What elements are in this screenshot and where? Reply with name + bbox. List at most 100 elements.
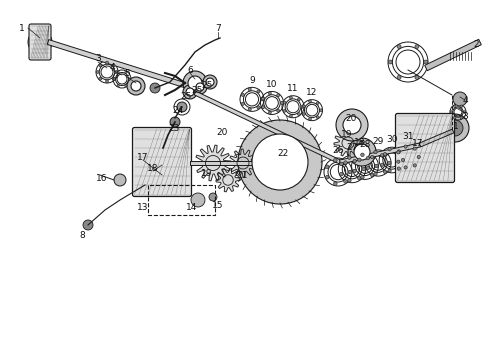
Circle shape <box>309 100 311 103</box>
Circle shape <box>112 64 115 67</box>
Text: 28: 28 <box>359 140 371 149</box>
Circle shape <box>347 156 351 159</box>
Circle shape <box>269 92 271 95</box>
Text: 5: 5 <box>124 68 130 77</box>
Text: 3: 3 <box>95 54 101 63</box>
Circle shape <box>404 145 407 148</box>
Circle shape <box>343 116 361 134</box>
Circle shape <box>125 71 127 73</box>
Polygon shape <box>340 143 420 164</box>
Text: 9: 9 <box>249 76 255 85</box>
Circle shape <box>450 111 453 113</box>
Circle shape <box>190 78 200 88</box>
Circle shape <box>348 170 352 174</box>
Circle shape <box>397 167 400 170</box>
Circle shape <box>370 155 374 159</box>
Text: 30: 30 <box>386 135 398 144</box>
Circle shape <box>397 160 400 163</box>
Circle shape <box>370 173 374 177</box>
Circle shape <box>447 120 463 136</box>
Circle shape <box>262 106 265 109</box>
Circle shape <box>336 109 368 141</box>
Circle shape <box>283 109 286 112</box>
Circle shape <box>453 105 456 108</box>
Text: 25: 25 <box>180 91 192 100</box>
Text: 15: 15 <box>212 201 224 210</box>
Text: 4: 4 <box>109 63 115 72</box>
Text: 24: 24 <box>172 105 184 114</box>
Text: 31: 31 <box>402 132 414 141</box>
Circle shape <box>262 97 265 100</box>
Circle shape <box>113 78 115 80</box>
Circle shape <box>290 96 293 99</box>
Circle shape <box>388 161 391 165</box>
Circle shape <box>170 117 180 127</box>
Circle shape <box>297 98 300 101</box>
Circle shape <box>415 45 419 49</box>
Circle shape <box>183 71 207 95</box>
Text: 7: 7 <box>215 23 221 32</box>
Circle shape <box>397 45 401 49</box>
Text: 19: 19 <box>201 168 213 177</box>
Text: 1: 1 <box>453 122 459 131</box>
Circle shape <box>203 75 217 89</box>
Polygon shape <box>229 149 257 177</box>
Text: 6: 6 <box>187 66 193 75</box>
Polygon shape <box>425 39 481 71</box>
Circle shape <box>415 75 419 80</box>
Polygon shape <box>216 168 240 192</box>
Circle shape <box>105 80 108 83</box>
Text: 25: 25 <box>201 81 213 90</box>
Circle shape <box>186 88 194 96</box>
Polygon shape <box>190 161 275 165</box>
Circle shape <box>334 182 337 185</box>
Circle shape <box>209 193 217 201</box>
Text: 12: 12 <box>306 88 318 97</box>
Circle shape <box>366 166 369 170</box>
Circle shape <box>241 102 245 105</box>
Circle shape <box>366 157 369 160</box>
Circle shape <box>340 172 343 176</box>
Text: 18: 18 <box>147 163 159 172</box>
FancyBboxPatch shape <box>29 24 51 60</box>
Circle shape <box>28 30 52 54</box>
Circle shape <box>417 156 420 159</box>
Circle shape <box>114 174 126 186</box>
Circle shape <box>325 165 329 168</box>
Circle shape <box>380 154 384 157</box>
Circle shape <box>309 118 311 120</box>
Circle shape <box>316 116 319 118</box>
Circle shape <box>248 88 251 91</box>
Circle shape <box>375 164 378 168</box>
Circle shape <box>361 153 364 157</box>
Circle shape <box>404 166 407 169</box>
Circle shape <box>248 108 251 111</box>
Circle shape <box>280 102 283 104</box>
Circle shape <box>374 150 377 154</box>
Circle shape <box>206 78 214 86</box>
Polygon shape <box>419 129 454 147</box>
Circle shape <box>388 148 391 151</box>
Text: 14: 14 <box>186 202 197 212</box>
Circle shape <box>374 172 377 176</box>
Text: 23: 23 <box>168 123 180 132</box>
Circle shape <box>388 60 392 64</box>
Circle shape <box>297 113 300 116</box>
Circle shape <box>191 193 205 207</box>
Circle shape <box>453 92 467 106</box>
Polygon shape <box>195 145 231 181</box>
Circle shape <box>241 93 245 96</box>
Circle shape <box>319 109 322 112</box>
Circle shape <box>401 158 405 162</box>
Circle shape <box>277 109 280 112</box>
Circle shape <box>383 153 387 156</box>
Text: 18: 18 <box>354 138 366 147</box>
Circle shape <box>269 111 271 114</box>
Circle shape <box>117 71 119 73</box>
Circle shape <box>252 134 308 190</box>
Circle shape <box>261 98 264 101</box>
Text: 19: 19 <box>341 130 353 139</box>
Circle shape <box>453 116 456 119</box>
Circle shape <box>348 138 376 166</box>
Circle shape <box>441 114 469 142</box>
